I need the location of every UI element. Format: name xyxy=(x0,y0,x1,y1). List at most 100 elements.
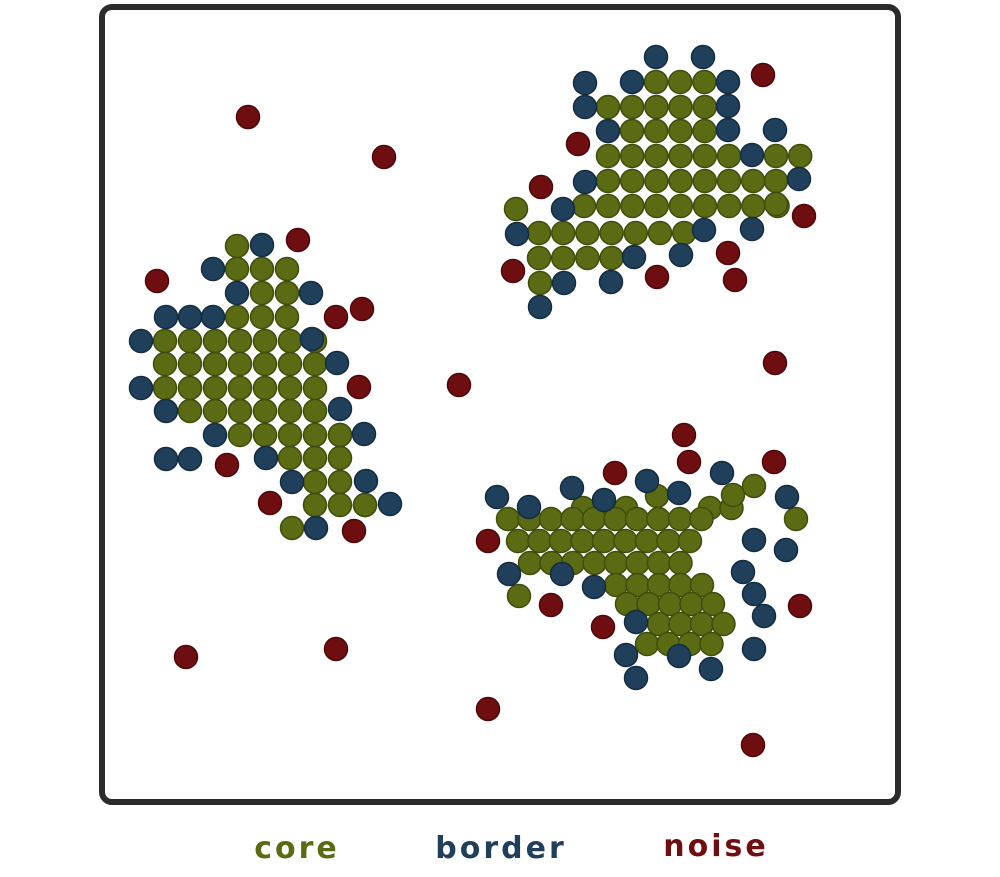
core-point xyxy=(692,118,717,144)
core-point xyxy=(302,398,328,424)
core-point xyxy=(249,304,275,330)
border-point xyxy=(773,537,799,563)
core-point xyxy=(677,528,703,554)
legend-core: core xyxy=(254,831,340,866)
noise-point xyxy=(602,460,628,486)
core-point xyxy=(741,193,766,219)
core-point xyxy=(352,492,378,518)
core-point xyxy=(634,528,660,554)
noise-point xyxy=(590,614,616,640)
core-point xyxy=(619,168,645,194)
border-point xyxy=(623,609,649,635)
core-point xyxy=(699,631,724,657)
core-point xyxy=(277,422,303,448)
core-point xyxy=(302,469,328,495)
noise-point xyxy=(323,304,349,330)
core-point xyxy=(787,143,813,169)
core-point xyxy=(224,304,250,330)
border-point xyxy=(591,487,617,513)
core-point xyxy=(227,351,253,377)
border-point xyxy=(774,484,800,510)
core-point xyxy=(202,351,228,377)
legend-noise: noise xyxy=(663,829,768,864)
legend-border: border xyxy=(435,831,567,866)
core-point xyxy=(177,328,203,354)
border-point xyxy=(298,280,324,306)
core-point xyxy=(277,445,303,471)
core-point xyxy=(327,469,353,495)
core-point xyxy=(227,375,253,401)
core-point xyxy=(550,220,576,246)
core-point xyxy=(152,351,178,377)
border-point xyxy=(739,142,765,168)
core-point xyxy=(689,572,715,598)
core-point xyxy=(646,506,671,532)
core-point xyxy=(720,482,746,508)
core-point xyxy=(620,193,645,219)
border-point xyxy=(200,256,226,282)
core-point xyxy=(327,422,353,448)
border-point xyxy=(224,280,250,306)
core-point xyxy=(548,528,574,554)
border-point xyxy=(550,196,576,222)
core-point xyxy=(623,220,649,246)
border-point xyxy=(619,69,645,95)
border-point xyxy=(698,656,724,682)
core-point xyxy=(527,270,553,296)
core-point xyxy=(503,196,529,222)
core-point xyxy=(527,528,552,554)
noise-point xyxy=(349,296,375,322)
core-point xyxy=(177,398,203,424)
core-point xyxy=(526,220,552,246)
border-point xyxy=(128,375,154,401)
noise-point xyxy=(500,258,526,284)
core-point xyxy=(575,245,600,271)
point-layer xyxy=(128,44,817,758)
border-point xyxy=(715,117,741,143)
noise-point xyxy=(173,644,199,670)
border-point xyxy=(634,468,660,494)
core-point xyxy=(619,94,645,120)
noise-point xyxy=(235,104,261,130)
core-point xyxy=(252,398,278,424)
border-point xyxy=(715,93,741,119)
border-point xyxy=(613,642,639,668)
border-point xyxy=(581,574,607,600)
core-point xyxy=(152,375,178,401)
core-point xyxy=(603,550,629,576)
core-point xyxy=(599,220,624,246)
core-point xyxy=(740,168,766,194)
core-point xyxy=(249,256,275,282)
core-point xyxy=(692,69,717,95)
core-point xyxy=(613,528,638,554)
core-point xyxy=(202,375,228,401)
core-point xyxy=(643,118,669,144)
core-point xyxy=(692,143,718,169)
border-point xyxy=(516,494,542,520)
core-point xyxy=(505,528,531,554)
core-point xyxy=(668,94,693,120)
border-point xyxy=(741,581,767,607)
core-point xyxy=(177,375,203,401)
border-point xyxy=(598,269,624,295)
noise-point xyxy=(538,592,564,618)
border-point xyxy=(762,117,788,143)
border-point xyxy=(786,166,812,192)
core-point xyxy=(302,445,328,471)
core-point xyxy=(716,143,742,169)
core-point xyxy=(668,550,693,576)
core-point xyxy=(595,94,621,120)
noise-point xyxy=(323,636,349,662)
core-point xyxy=(646,550,672,576)
core-point xyxy=(625,550,650,576)
border-point xyxy=(572,169,598,195)
core-point xyxy=(277,328,303,354)
border-point xyxy=(751,603,777,629)
core-point xyxy=(644,143,669,169)
core-point xyxy=(279,515,305,541)
border-point xyxy=(303,515,329,541)
border-point xyxy=(741,636,767,662)
border-point xyxy=(249,232,275,258)
core-point xyxy=(252,328,278,354)
